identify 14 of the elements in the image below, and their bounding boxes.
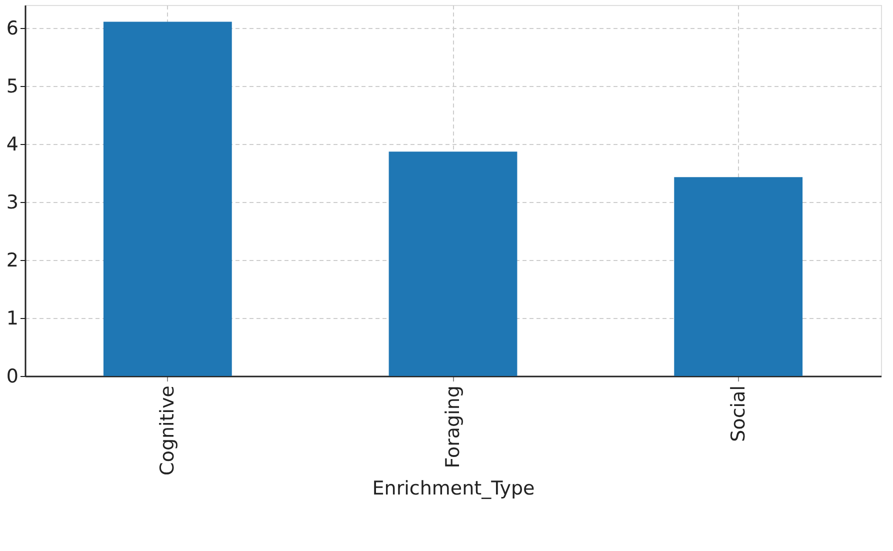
y-tick-label: 6	[6, 18, 18, 40]
y-tick-label: 1	[6, 308, 18, 330]
x-tick-label: Foraging	[442, 386, 464, 468]
x-tick-label: Cognitive	[156, 386, 179, 476]
y-tick-label: 2	[6, 250, 18, 272]
bar	[103, 22, 232, 376]
x-axis-title: Enrichment_Type	[372, 477, 535, 500]
bar	[388, 152, 518, 376]
x-tick-label: Social	[727, 386, 750, 442]
y-tick-label: 3	[6, 192, 18, 214]
y-tick-label: 4	[6, 134, 18, 156]
y-tick-label: 0	[6, 366, 18, 388]
bar	[674, 177, 803, 376]
y-tick-label: 5	[6, 76, 18, 98]
